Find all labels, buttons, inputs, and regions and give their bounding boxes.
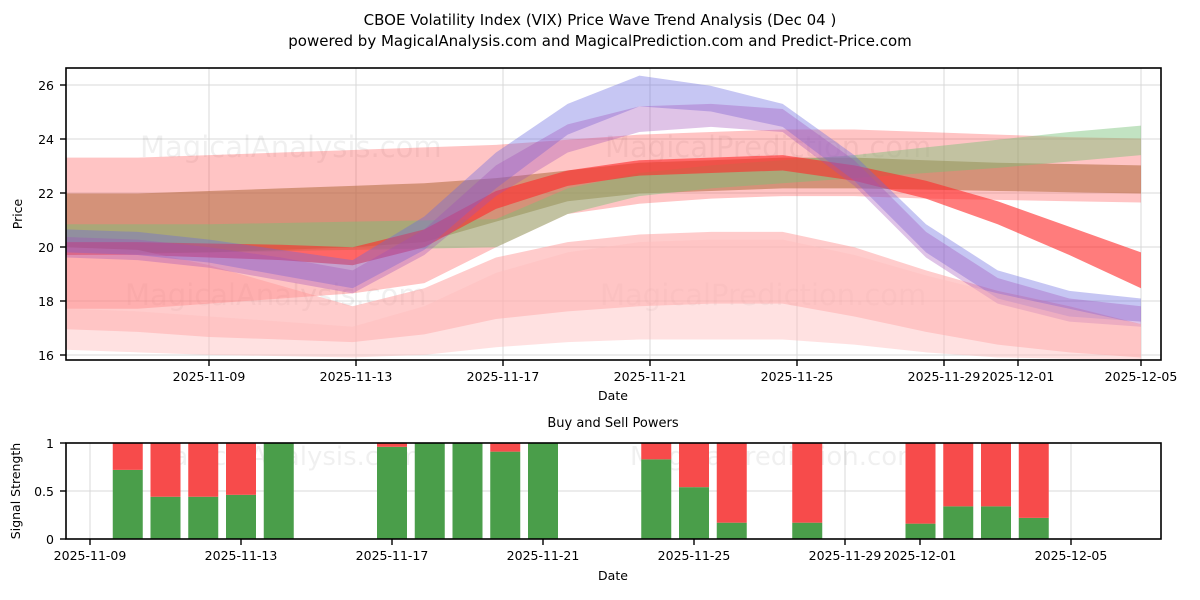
sell-power-bar <box>112 443 143 470</box>
powers-y-axis-label: Signal Strength <box>8 443 23 539</box>
watermark-left-top: MagicalAnalysis.com <box>140 130 442 164</box>
price-xtick-6: 2025-12-01 <box>982 369 1055 384</box>
sell-power-bar <box>716 443 747 523</box>
buy-power-bar <box>981 506 1011 539</box>
powers-ytick-0: 0 <box>46 532 54 547</box>
sell-power-bar <box>981 443 1011 507</box>
buy-power-bar <box>528 443 558 539</box>
price-xtick-1: 2025-11-13 <box>320 369 393 384</box>
buy-power-bar <box>414 443 445 539</box>
watermark-powers-right: MagicalPrediction.com <box>630 442 923 472</box>
sell-power-bar <box>150 443 181 497</box>
price-band-7 <box>66 239 1141 360</box>
price-y-axis-label: Price <box>10 198 25 229</box>
buy-power-bar <box>226 494 256 539</box>
page-subtitle: powered by MagicalAnalysis.com and Magic… <box>288 32 912 50</box>
buy-power-bar <box>943 506 974 539</box>
price-ytick-20: 20 <box>38 240 54 255</box>
powers-xtick-6: 2025-12-01 <box>884 548 957 563</box>
price-band-3 <box>66 155 1141 289</box>
price-ytick-22: 22 <box>38 186 54 201</box>
price-xtick-3: 2025-11-21 <box>614 369 687 384</box>
buy-power-bar <box>716 522 747 539</box>
price-xtick-5: 2025-11-29 <box>908 369 981 384</box>
price-xtick-2: 2025-11-17 <box>467 369 540 384</box>
sell-power-bar <box>1018 443 1049 518</box>
powers-ytick-05: 0.5 <box>34 484 54 499</box>
powers-y-axis: 1 0.5 0 Signal Strength <box>8 436 66 547</box>
buy-power-bar <box>490 451 521 539</box>
sell-power-bar <box>792 443 823 523</box>
buy-power-bar <box>377 446 407 539</box>
page-title: CBOE Volatility Index (VIX) Price Wave T… <box>363 11 837 29</box>
powers-xtick-0: 2025-11-09 <box>54 548 127 563</box>
powers-chart-title: Buy and Sell Powers <box>547 416 678 431</box>
powers-ytick-1: 1 <box>46 436 54 451</box>
sell-power-bar <box>905 443 936 524</box>
price-x-axis-label: Date <box>598 388 628 403</box>
powers-xtick-1: 2025-11-13 <box>205 548 278 563</box>
price-plot-frame <box>65 67 1162 361</box>
buy-power-bar <box>452 443 483 539</box>
price-x-axis: 2025-11-09 2025-11-13 2025-11-17 2025-11… <box>173 360 1178 403</box>
powers-xtick-4: 2025-11-25 <box>658 548 731 563</box>
price-ytick-24: 24 <box>38 132 54 147</box>
price-band-2 <box>66 125 1141 253</box>
price-ytick-16: 16 <box>38 348 54 363</box>
buy-power-bar <box>792 522 823 539</box>
powers-xtick-2: 2025-11-17 <box>356 548 429 563</box>
price-y-axis: 26 24 22 20 18 16 Price <box>10 78 66 363</box>
buy-power-bar <box>1018 517 1049 539</box>
buy-sell-powers-chart: Buy and Sell Powers MagicalAnalysis.com … <box>8 416 1162 583</box>
buy-power-bar <box>905 523 936 539</box>
sell-power-bar <box>490 443 521 452</box>
sell-power-bar <box>377 443 407 447</box>
sell-power-bar <box>226 443 256 495</box>
price-band-5 <box>66 75 1141 322</box>
price-xtick-7: 2025-12-05 <box>1105 369 1178 384</box>
sell-power-bar <box>641 443 672 460</box>
price-band-6 <box>66 103 1141 327</box>
powers-xtick-3: 2025-11-21 <box>507 548 580 563</box>
buy-power-bar <box>679 487 709 539</box>
sell-power-bar <box>679 443 709 488</box>
powers-x-axis: 2025-11-09 2025-11-13 2025-11-17 2025-11… <box>54 539 1108 583</box>
price-wave-chart: MagicalAnalysis.com MagicalPrediction.co… <box>10 67 1178 403</box>
sell-power-bar <box>188 443 219 497</box>
sell-power-bar <box>943 443 974 507</box>
powers-xtick-7: 2025-12-05 <box>1035 548 1108 563</box>
buy-power-bar <box>641 459 672 539</box>
price-xtick-4: 2025-11-25 <box>761 369 834 384</box>
powers-bar-group <box>112 443 1049 539</box>
price-ytick-18: 18 <box>38 294 54 309</box>
price-xtick-0: 2025-11-09 <box>173 369 246 384</box>
price-band-4 <box>66 231 1141 358</box>
buy-power-bar <box>188 496 219 539</box>
buy-power-bar <box>150 496 181 539</box>
price-wave-bands <box>66 75 1141 360</box>
buy-power-bar <box>263 443 294 539</box>
price-ytick-26: 26 <box>38 78 54 93</box>
powers-x-axis-label: Date <box>598 568 628 583</box>
buy-power-bar <box>112 469 143 539</box>
powers-xtick-5: 2025-11-29 <box>809 548 882 563</box>
